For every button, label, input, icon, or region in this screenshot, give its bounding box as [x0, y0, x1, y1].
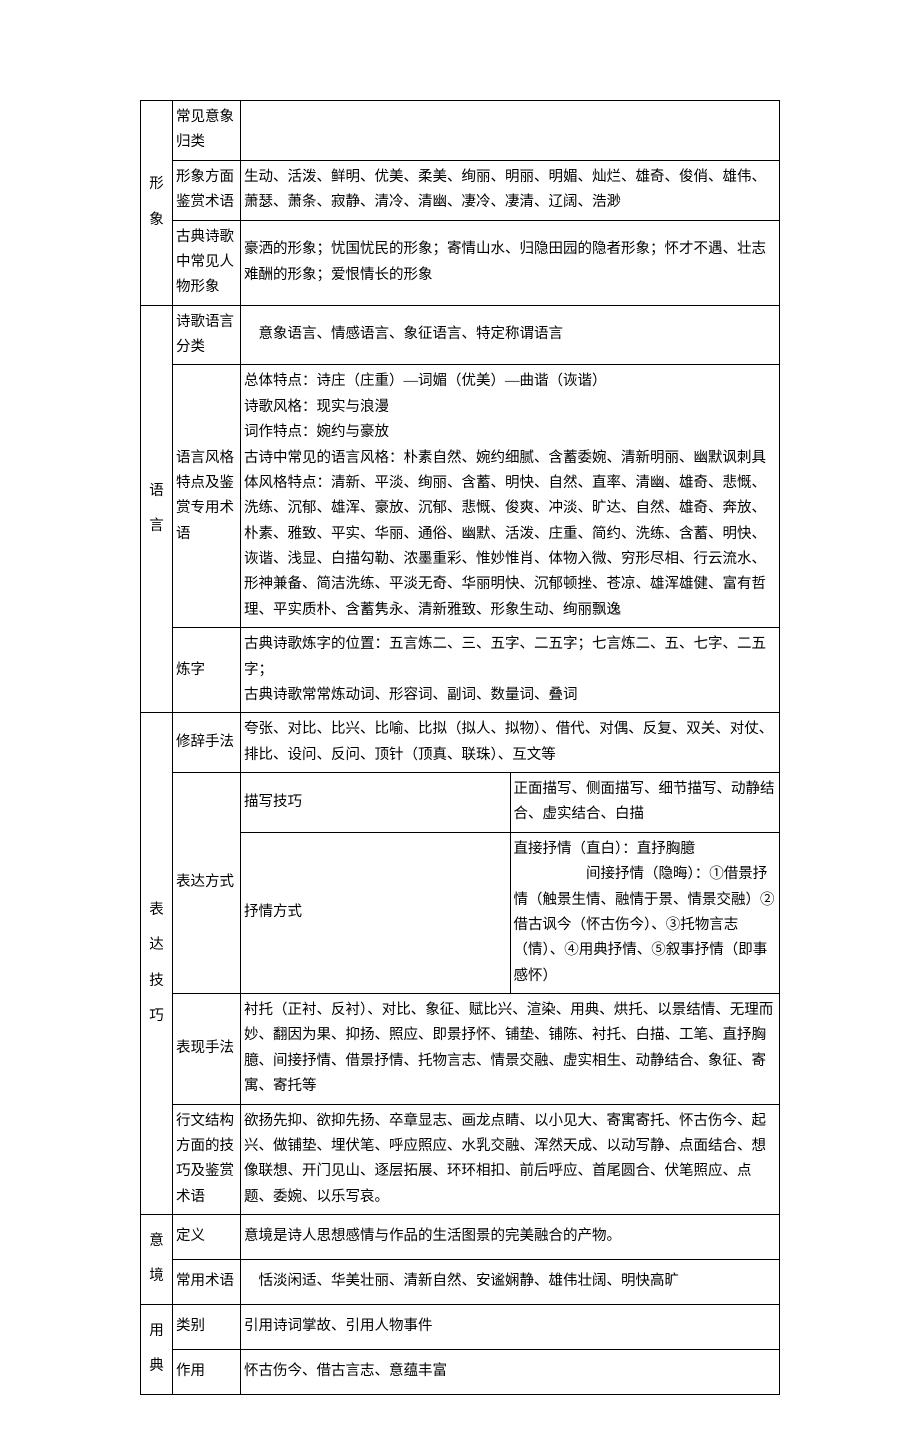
- content-cell: 意境是诗人思想感情与作品的生活图景的完美融合的产物。: [241, 1215, 780, 1260]
- content-cell: 衬托（正衬、反衬）、对比、象征、赋比兴、渲染、用典、烘托、以景结情、无理而妙、翻…: [241, 994, 780, 1105]
- content-cell: 欲扬先抑、欲抑先扬、卒章显志、画龙点睛、以小见大、寄寓寄托、怀古伤今、起兴、做铺…: [241, 1104, 780, 1215]
- category-cell: 形象: [141, 101, 173, 306]
- content-cell: 意象语言、情感语言、象征语言、特定称谓语言: [241, 305, 780, 365]
- subcategory-cell: 行文结构方面的技巧及鉴赏术语: [173, 1104, 241, 1215]
- content-cell: 古典诗歌炼字的位置：五言炼二、三、五字、二五字；七言炼二、五、七字、二五字；古典…: [241, 628, 780, 713]
- content-cell: 直接抒情（直白）：直抒胸臆 间接抒情（隐晦）：①借景抒情（触景生情、融情于景、情…: [510, 832, 780, 993]
- subcategory-cell: 炼字: [173, 628, 241, 713]
- subcategory-cell: 形象方面鉴赏术语: [173, 160, 241, 220]
- subcategory-cell: 修辞手法: [173, 713, 241, 773]
- content-table: 形象常见意象归类形象方面鉴赏术语生动、活泼、鲜明、优美、柔美、绚丽、明丽、明媚、…: [140, 100, 780, 1395]
- content-cell: 引用诗词掌故、引用人物事件: [241, 1304, 780, 1349]
- subcategory-cell: 语言风格特点及鉴赏专用术语: [173, 365, 241, 628]
- content-cell: 怀古伤今、借古言志、意蕴丰富: [241, 1349, 780, 1394]
- content-cell: 夸张、对比、比兴、比喻、比拟（拟人、拟物）、借代、对偶、反复、双关、对仗、排比、…: [241, 713, 780, 773]
- subcategory-cell: 作用: [173, 1349, 241, 1394]
- content-cell: 生动、活泼、鲜明、优美、柔美、绚丽、明丽、明媚、灿烂、雄奇、俊俏、雄伟、萧瑟、萧…: [241, 160, 780, 220]
- content-cell: [241, 101, 780, 161]
- inner-label-cell: 抒情方式: [241, 832, 511, 993]
- subcategory-cell: 古典诗歌中常见人物形象: [173, 220, 241, 305]
- category-cell: 意境: [141, 1215, 173, 1305]
- content-cell: 恬淡闲适、华美壮丽、清新自然、安谧娴静、雄伟壮阔、明快高旷: [241, 1259, 780, 1304]
- content-cell: 豪洒的形象；忧国忧民的形象；寄情山水、归隐田园的隐者形象；怀才不遇、壮志难酬的形…: [241, 220, 780, 305]
- content-cell: 正面描写、侧面描写、细节描写、动静结合、虚实结合、白描: [510, 773, 780, 833]
- category-cell: 用典: [141, 1304, 173, 1394]
- subcategory-cell: 定义: [173, 1215, 241, 1260]
- subcategory-cell: 表现手法: [173, 994, 241, 1105]
- subcategory-cell: 常用术语: [173, 1259, 241, 1304]
- subcategory-cell: 常见意象归类: [173, 101, 241, 161]
- content-cell: 总体特点：诗庄（庄重）—词媚（优美）—曲谐（诙谐）诗歌风格：现实与浪漫词作特点：…: [241, 365, 780, 628]
- subcategory-cell: 表达方式: [173, 773, 241, 994]
- category-cell: 表达技巧: [141, 713, 173, 1215]
- inner-label-cell: 描写技巧: [241, 773, 511, 833]
- subcategory-cell: 类别: [173, 1304, 241, 1349]
- subcategory-cell: 诗歌语言分类: [173, 305, 241, 365]
- category-cell: 语言: [141, 305, 173, 713]
